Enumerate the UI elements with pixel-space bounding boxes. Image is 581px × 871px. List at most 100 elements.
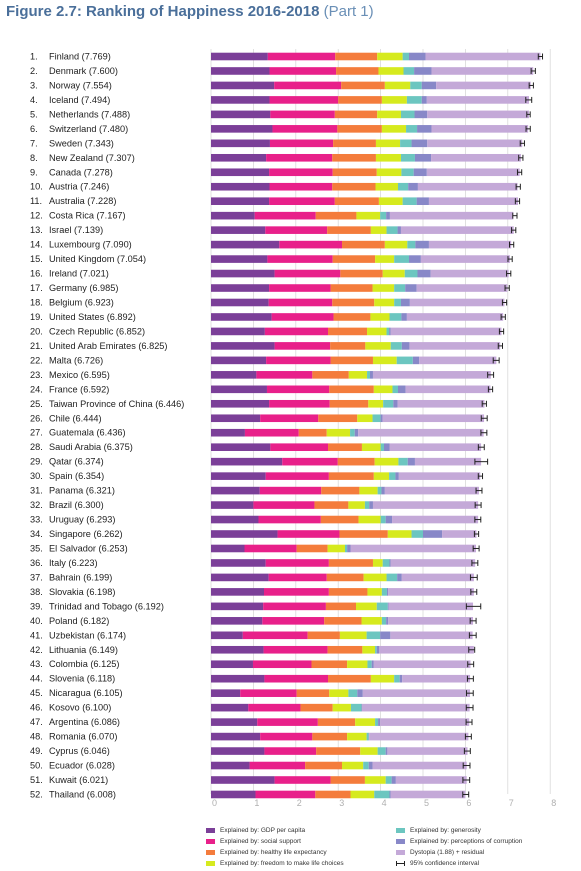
bar-segment-health <box>332 255 376 263</box>
bar-segment-health <box>333 139 376 148</box>
bar-segment-health <box>330 284 373 292</box>
country-label: United Kingdom (7.054) <box>49 254 146 264</box>
bar-segment-health <box>328 443 362 451</box>
bar-segment-social <box>244 428 299 437</box>
bar-segment-corruption <box>414 153 432 162</box>
bar-segment-corruption <box>376 645 380 654</box>
legend-item-corruption: Explained by: perceptions of corruption <box>396 838 522 845</box>
legend-label: Explained by: generosity <box>410 827 481 834</box>
bar-segment-corruption <box>386 617 389 625</box>
bar-segment-gdp <box>211 732 261 741</box>
bar-segment-corruption <box>386 588 389 596</box>
bar-segment-health <box>336 67 379 75</box>
country-label: Canada (7.278) <box>49 167 113 177</box>
rank-label: 48. <box>30 732 43 742</box>
bar-segment-dystopia <box>416 284 508 292</box>
bar-segment-health <box>337 457 375 466</box>
bar-segment-generosity <box>389 313 402 321</box>
bar-segment-freedom <box>374 457 399 466</box>
bar-segment-gdp <box>211 515 259 524</box>
bar-segment-gdp <box>211 472 266 480</box>
country-label: Uzbekistan (6.174) <box>49 630 126 640</box>
bar-segment-social <box>282 457 338 466</box>
bar-segment-health <box>332 153 376 162</box>
country-label: United States (6.892) <box>49 312 136 322</box>
country-label: Kosovo (6.100) <box>49 703 111 713</box>
happiness-ranking-chart: 1. Finland (7.769) 2. Denmark (7.600) 3. Norw… <box>30 49 556 808</box>
bar-segment-health <box>329 385 374 394</box>
country-label: Belgium (6.923) <box>49 297 114 307</box>
legend-label: Explained by: social support <box>220 838 301 845</box>
rank-label: 14. <box>30 240 43 250</box>
bar-segment-dystopia <box>406 313 504 321</box>
bar-segment-freedom <box>377 110 401 119</box>
bar-segment-dystopia <box>414 457 482 466</box>
bar-segment-gdp <box>211 776 275 784</box>
bar-segment-generosity <box>376 602 388 611</box>
bar-segment-corruption <box>397 385 406 394</box>
bar-segment-corruption <box>401 313 407 321</box>
rank-label: 40. <box>30 616 43 626</box>
rank-label: 25. <box>30 399 43 409</box>
bar-segment-health <box>311 660 348 669</box>
bar-segment-social <box>265 472 329 480</box>
bar-segment-dystopia <box>395 776 467 784</box>
bar-segment-dystopia <box>428 240 512 249</box>
bar-segment-corruption <box>414 110 428 119</box>
bar-segment-social <box>264 747 317 755</box>
legend-item-gdp: Explained by: GDP per capita <box>206 827 305 834</box>
bar-segment-dystopia <box>392 515 479 524</box>
rank-label: 41. <box>30 630 43 640</box>
bar-segment-dystopia <box>436 81 531 90</box>
legend-swatch <box>206 828 215 833</box>
bar-segment-gdp <box>211 168 270 177</box>
bar-segment-social <box>242 631 308 640</box>
bar-segment-dystopia <box>430 269 509 278</box>
bar-segment-freedom <box>364 776 386 784</box>
country-label: Denmark (7.600) <box>49 66 118 76</box>
bar-segment-generosity <box>375 718 379 726</box>
bar-segment-health <box>296 689 330 697</box>
bar-segment-freedom <box>348 501 365 509</box>
rank-label: 23. <box>30 370 43 380</box>
rank-label: 39. <box>30 601 43 611</box>
legend-label: Explained by: healthy life expectancy <box>220 849 327 856</box>
legend-swatch <box>206 861 215 866</box>
country-label: United Arab Emirates (6.825) <box>49 341 167 351</box>
bar-segment-dystopia <box>417 182 518 191</box>
bar-segment-gdp <box>211 559 266 567</box>
bar-segment-social <box>266 385 330 394</box>
bar-segment-dystopia <box>369 732 469 741</box>
bar-segment-freedom <box>384 240 408 249</box>
bar-segment-gdp <box>211 530 278 538</box>
bar-segment-freedom <box>329 689 349 697</box>
country-label: Colombia (6.125) <box>49 659 119 669</box>
bar-segment-social <box>260 732 313 741</box>
bar-segment-gdp <box>211 356 267 365</box>
bar-segment-dystopia <box>361 703 470 712</box>
bar-segment-health <box>316 747 361 755</box>
x-tick-label: 0 <box>212 798 217 808</box>
bar-segment-dystopia <box>382 414 485 423</box>
bar-segment-social <box>274 776 331 784</box>
bar-segment-dystopia <box>388 588 474 596</box>
bar-segment-gdp <box>211 645 264 654</box>
bar-segment-freedom <box>381 125 407 133</box>
bar-segment-dystopia <box>358 428 484 437</box>
bar-segment-social <box>260 414 319 423</box>
bar-segment-social <box>266 356 331 365</box>
bar-segment-health <box>335 52 378 61</box>
bar-segment-health <box>315 211 357 220</box>
x-tick-label: 3 <box>339 798 344 808</box>
bar-segment-dystopia <box>426 96 529 104</box>
bar-segment-generosity <box>348 689 358 697</box>
country-label: Nicaragua (6.105) <box>49 688 123 698</box>
bar-segment-gdp <box>211 544 245 553</box>
bar-segment-freedom <box>372 356 397 365</box>
bar-segment-generosity <box>411 530 423 538</box>
bar-segment-generosity <box>386 327 390 336</box>
bar-segment-dystopia <box>431 125 529 133</box>
bar-segment-gdp <box>211 703 249 712</box>
bar-segment-generosity <box>374 790 390 799</box>
bar-segment-dystopia <box>402 674 471 683</box>
